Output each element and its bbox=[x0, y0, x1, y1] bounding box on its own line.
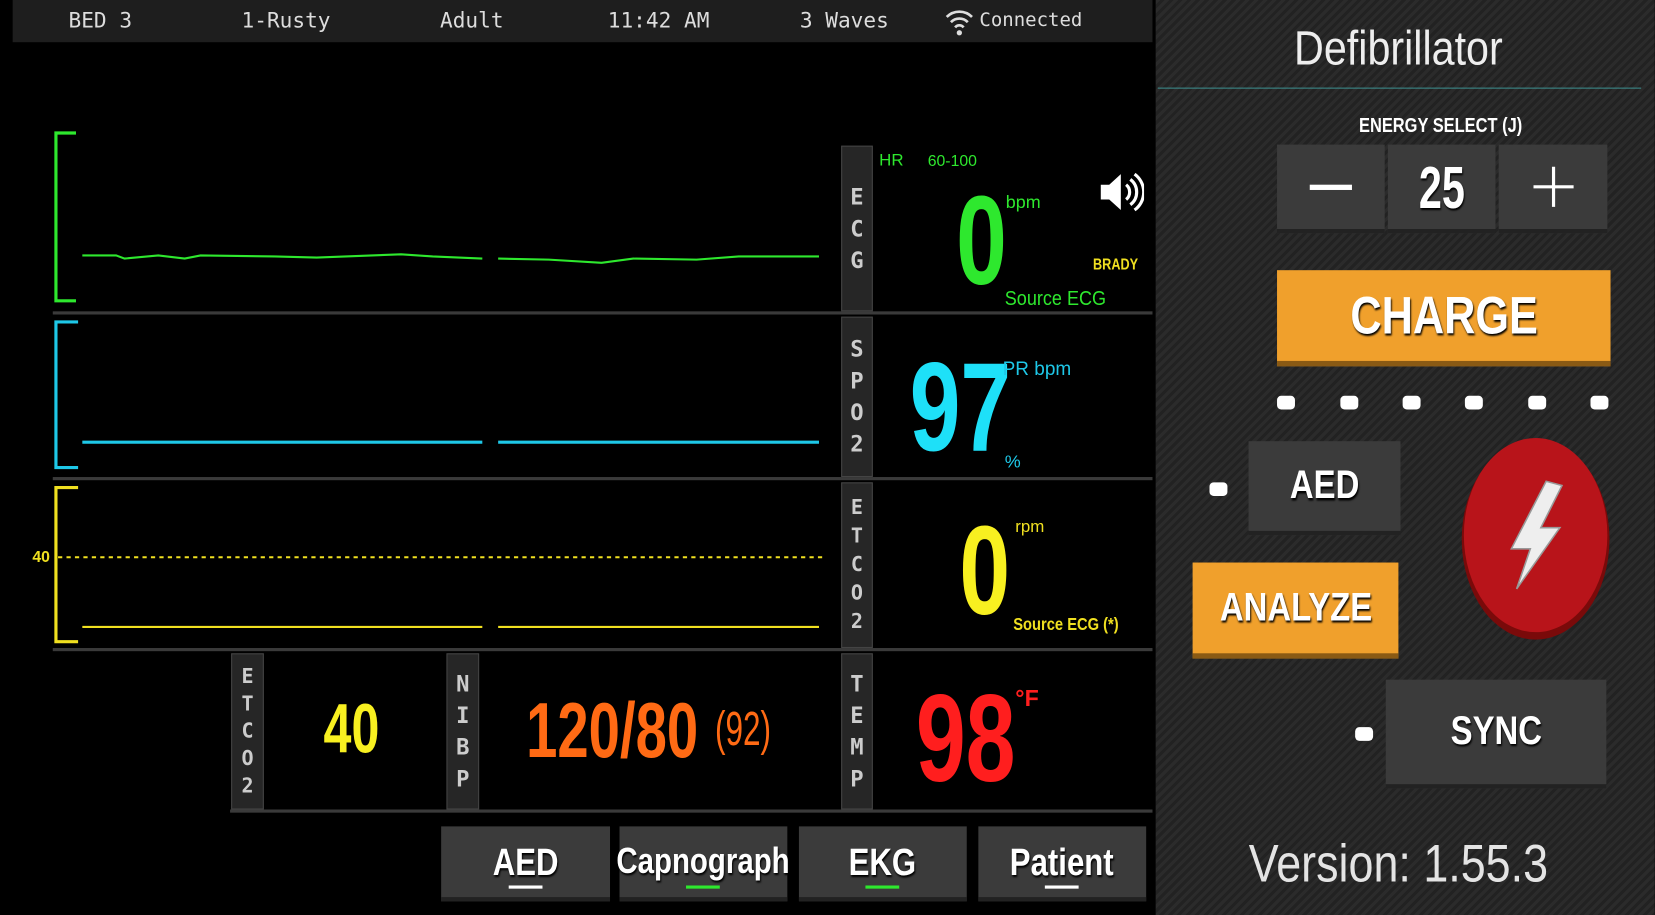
label-box: TEMP bbox=[841, 653, 873, 810]
wifi-icon bbox=[945, 10, 973, 36]
charge-button[interactable]: CHARGE bbox=[1277, 270, 1611, 367]
separator bbox=[230, 809, 1153, 813]
label-box: SPO2 bbox=[841, 316, 873, 478]
charge-indicator bbox=[1277, 395, 1295, 410]
waveforms bbox=[54, 131, 827, 644]
temp-label: TEMP bbox=[850, 671, 864, 792]
ecg-label: ECG bbox=[850, 184, 864, 273]
shock-button[interactable] bbox=[1456, 431, 1614, 644]
sync-indicator bbox=[1355, 727, 1374, 741]
label-box: NIBP bbox=[446, 653, 480, 810]
bed: BED 3 bbox=[68, 7, 133, 33]
ecg-wave bbox=[82, 253, 483, 260]
resp-value: 0 bbox=[959, 500, 1011, 642]
spo2-value: 97 bbox=[909, 336, 1012, 479]
charge-indicator bbox=[1340, 395, 1359, 410]
etco2-bracket bbox=[54, 486, 79, 644]
analyze-label: ANALYZE bbox=[1219, 585, 1372, 630]
speaker-icon[interactable] bbox=[1098, 169, 1145, 215]
energy-label: ENERGY SELECT (J) bbox=[1358, 115, 1523, 138]
patient-name: 1-Rusty bbox=[241, 7, 331, 33]
hr-value: 0 bbox=[956, 169, 1007, 312]
charge-indicator bbox=[1402, 395, 1421, 410]
charge-label: CHARGE bbox=[1350, 286, 1538, 346]
connection: Connected bbox=[979, 8, 1083, 32]
analyze-button[interactable]: ANALYZE bbox=[1192, 562, 1399, 659]
charge-indicator bbox=[1464, 395, 1483, 410]
tab-label: AED bbox=[492, 839, 559, 883]
charge-indicator bbox=[1528, 395, 1547, 410]
version: Version: 1.55.3 bbox=[1248, 833, 1549, 893]
etco2-label: ETCO2 bbox=[850, 496, 864, 634]
tab-label: Capnograph bbox=[616, 841, 791, 882]
spo2-bracket bbox=[54, 320, 79, 470]
age-group: Adult bbox=[439, 7, 504, 33]
resp-source: Source ECG (*) bbox=[1013, 614, 1119, 635]
spo2-unit: % bbox=[1004, 451, 1021, 472]
energy-increase[interactable] bbox=[1498, 144, 1608, 234]
aed-label: AED bbox=[1289, 463, 1360, 508]
label-box: ECG bbox=[841, 145, 873, 312]
sync-label: SYNC bbox=[1450, 709, 1542, 754]
tab-indicator bbox=[1044, 885, 1079, 889]
panel-title: Defibrillator bbox=[1294, 20, 1503, 75]
separator bbox=[52, 648, 1153, 652]
hr-label: HR bbox=[879, 151, 904, 170]
tab-button[interactable]: EKG bbox=[798, 826, 967, 902]
temp-unit: °F bbox=[1015, 684, 1039, 712]
ecg-bracket bbox=[54, 131, 76, 303]
separator bbox=[52, 311, 1153, 315]
tab-indicator bbox=[686, 885, 720, 889]
aed-button[interactable]: AED bbox=[1248, 441, 1401, 536]
label-box: ETCO2 bbox=[231, 653, 264, 810]
hr-source: Source ECG bbox=[1004, 288, 1107, 311]
tab-indicator bbox=[865, 885, 900, 889]
tab-button[interactable]: AED bbox=[441, 826, 611, 902]
title-rule bbox=[1157, 87, 1642, 89]
label-box: ETCO2 bbox=[841, 482, 873, 649]
spo2-label: SPO2 bbox=[850, 336, 864, 457]
hr-range: 60-100 bbox=[927, 152, 978, 171]
energy-value: 25 bbox=[1418, 153, 1465, 221]
status-bar bbox=[12, 0, 1153, 43]
ecg-wave bbox=[498, 255, 819, 264]
tab-indicator bbox=[508, 885, 543, 889]
energy-decrease[interactable] bbox=[1277, 144, 1385, 234]
wave-count: 3 Waves bbox=[799, 7, 889, 33]
energy-display: 25 bbox=[1387, 144, 1496, 234]
nibp-mean: (92) bbox=[714, 700, 772, 756]
pr-unit: PR bpm bbox=[1002, 358, 1072, 380]
etco2-scale: 40 bbox=[32, 548, 50, 567]
hr-unit: bpm bbox=[1005, 192, 1041, 213]
charge-indicator bbox=[1590, 395, 1609, 410]
tab-button[interactable]: Patient bbox=[978, 826, 1147, 902]
sync-button[interactable]: SYNC bbox=[1385, 679, 1607, 789]
alarm: BRADY bbox=[1093, 255, 1139, 274]
etco2-vital: 40 bbox=[323, 689, 380, 768]
aed-indicator bbox=[1209, 482, 1228, 497]
tab-label: Patient bbox=[1010, 839, 1115, 883]
tab-button[interactable]: Capnograph bbox=[616, 826, 791, 902]
nibp-value: 120/80 bbox=[526, 686, 699, 775]
separator bbox=[52, 477, 1153, 481]
resp-unit: rpm bbox=[1015, 518, 1045, 537]
temp-value: 98 bbox=[915, 669, 1016, 809]
etco2-vital-label: ETCO2 bbox=[241, 664, 254, 798]
tab-label: EKG bbox=[849, 839, 917, 883]
nibp-label: NIBP bbox=[456, 671, 470, 792]
clock: 11:42 AM bbox=[607, 7, 710, 33]
